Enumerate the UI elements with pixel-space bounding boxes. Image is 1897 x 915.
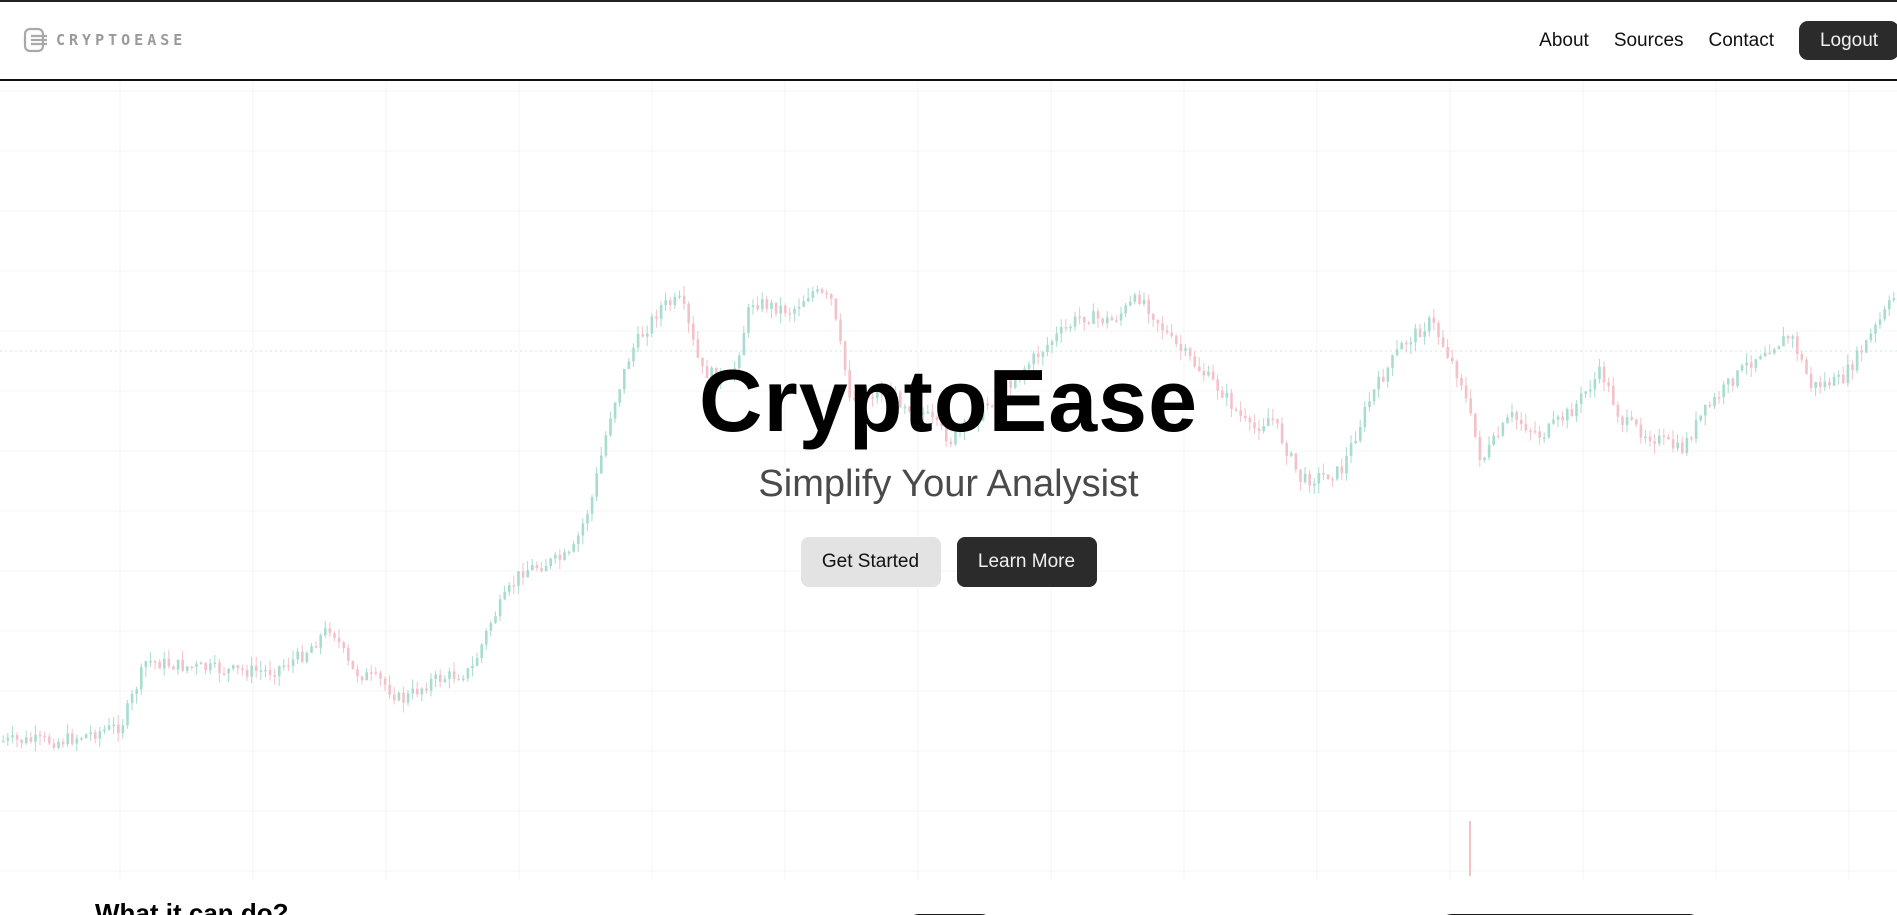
candlestick-chart-background <box>0 81 1897 881</box>
main-nav: About Sources Contact Logout <box>1539 21 1897 60</box>
cryptoease-logo-icon <box>23 27 47 53</box>
get-started-button[interactable]: Get Started <box>800 537 941 587</box>
hero-content: CryptoEase Simplify Your Analysist Get S… <box>0 351 1897 587</box>
nav-link-about[interactable]: About <box>1539 29 1589 51</box>
nav-link-sources[interactable]: Sources <box>1613 29 1684 51</box>
hero-title: CryptoEase <box>698 351 1199 450</box>
nav-link-contact[interactable]: Contact <box>1708 29 1774 51</box>
learn-more-button[interactable]: Learn More <box>956 537 1097 587</box>
hero-section: CryptoEase Simplify Your Analysist Get S… <box>0 81 1897 881</box>
logout-button[interactable]: Logout <box>1799 21 1897 60</box>
logo[interactable]: CRYPTOEASE <box>22 26 186 54</box>
features-heading: What it can do? <box>95 898 289 915</box>
hero-buttons: Get Started Learn More <box>0 537 1897 587</box>
hero-subtitle: Simplify Your Analysist <box>758 463 1139 505</box>
logo-text: CRYPTOEASE <box>56 31 187 49</box>
top-navbar: CRYPTOEASE About Sources Contact Logout <box>0 2 1897 81</box>
